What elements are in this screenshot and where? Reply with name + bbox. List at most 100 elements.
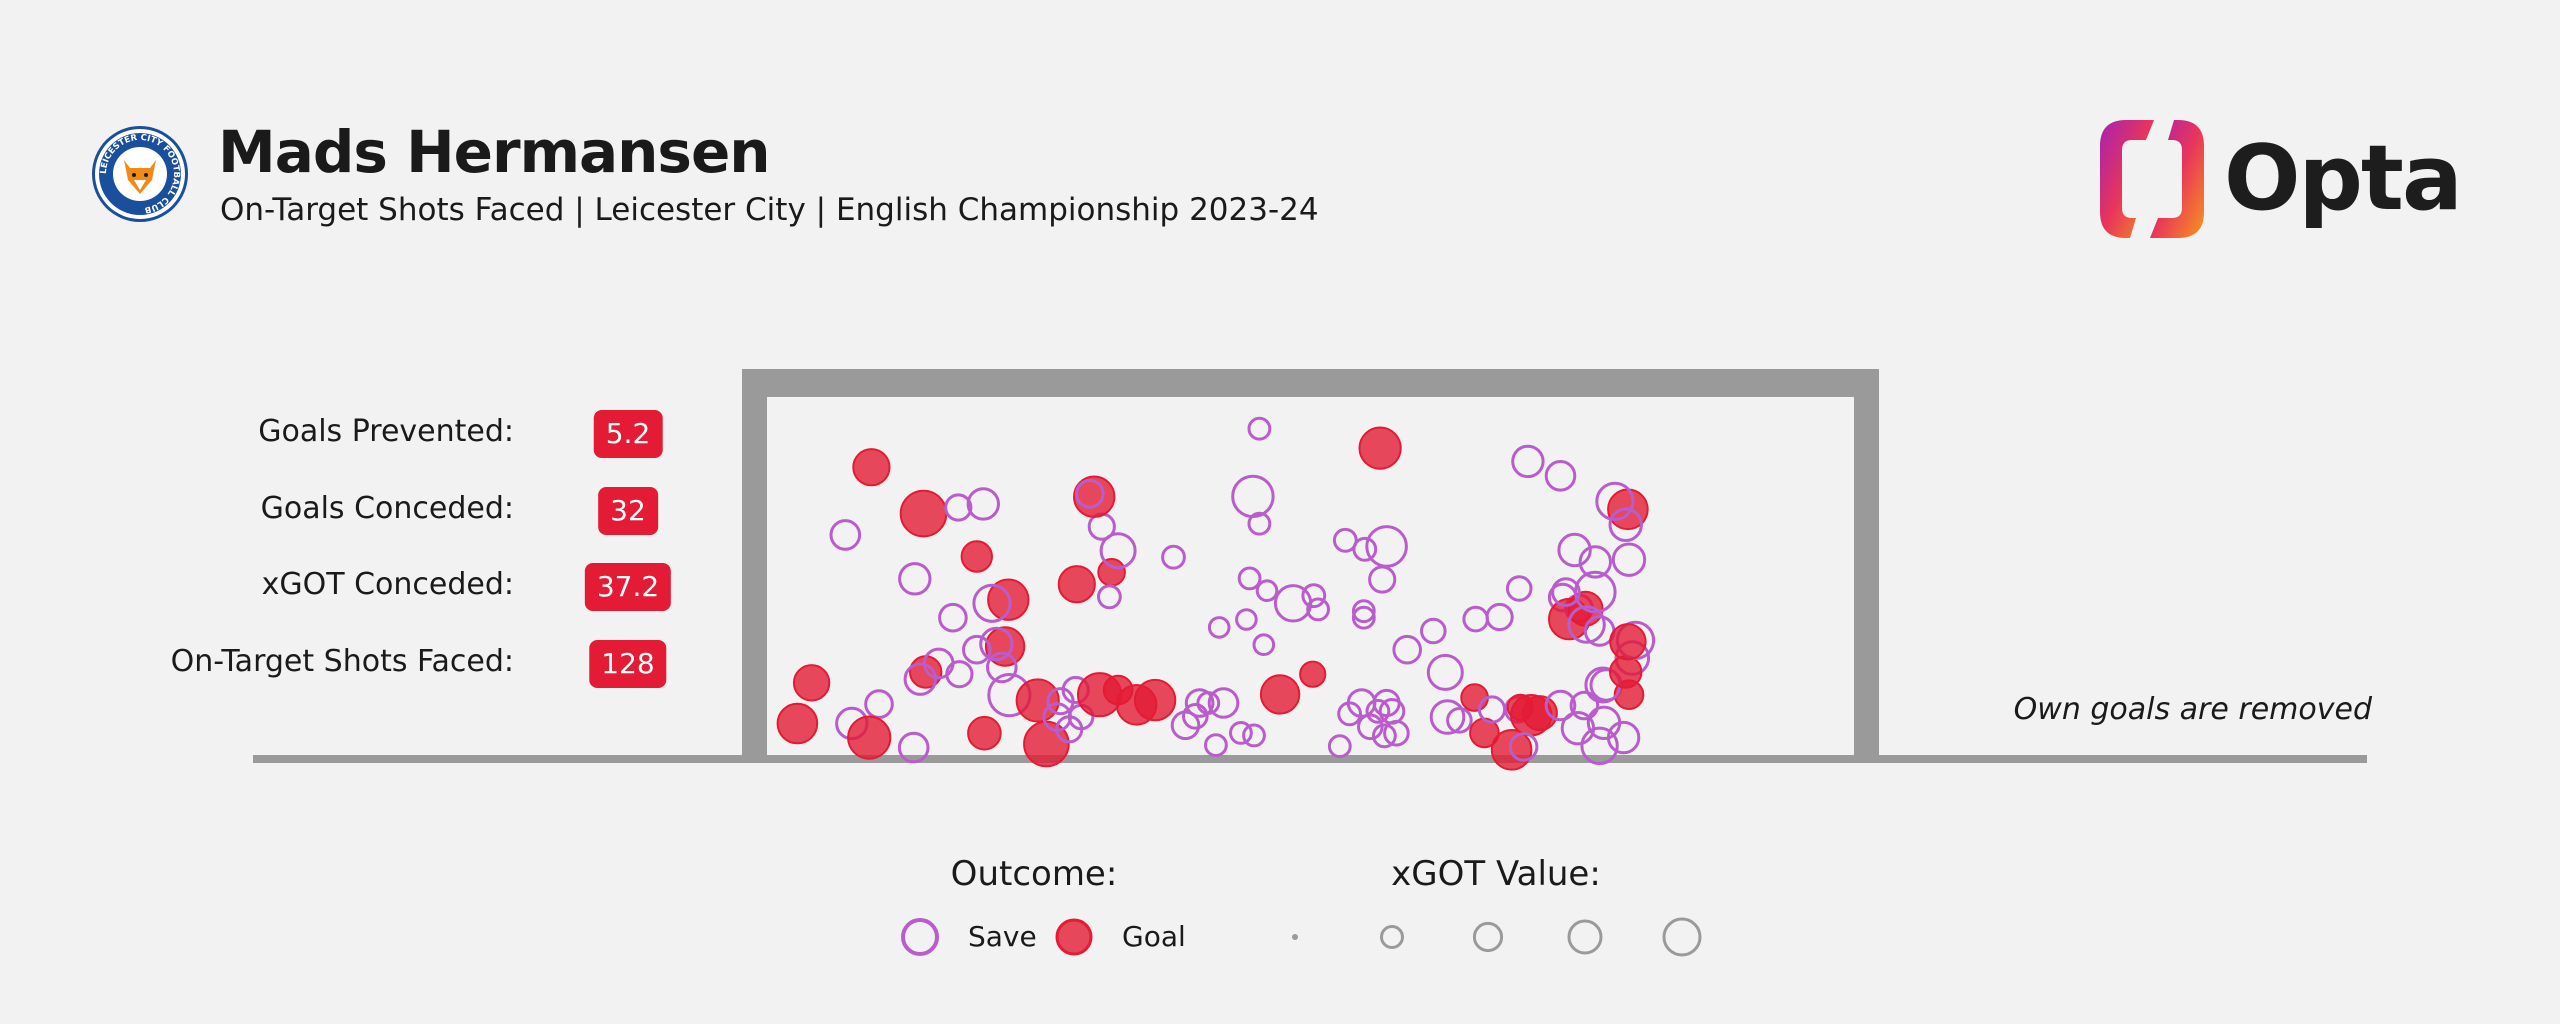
shot-save-marker [1252, 633, 1276, 657]
shot-goal-marker [852, 448, 891, 487]
shot-save-marker [1182, 703, 1209, 730]
shot-goal-marker [847, 715, 892, 760]
shot-save-marker [1580, 726, 1619, 765]
legend-goal-label: Goal [1122, 920, 1186, 953]
shot-save-marker [1508, 732, 1539, 762]
stat-label-shots-faced: On-Target Shots Faced: [170, 644, 514, 679]
legend-save-label: Save [968, 920, 1037, 953]
shot-save-marker [1229, 721, 1253, 745]
leicester-city-crest-icon: LEICESTER CITY FOOTBALL CLUB [92, 126, 188, 222]
shot-save-marker [944, 493, 973, 522]
legend-xgot-sizes [1292, 917, 1702, 957]
shot-goal-marker [960, 540, 993, 573]
shot-goal-marker [1133, 678, 1177, 722]
stat-label-xgot-conceded: xGOT Conceded: [261, 567, 514, 602]
shot-goal-marker [1299, 660, 1327, 688]
legend-xgot-size-marker [1662, 917, 1702, 957]
page-subtitle: On-Target Shots Faced | Leicester City |… [220, 192, 1319, 228]
shot-save-marker [1606, 720, 1641, 755]
shots-layer [776, 416, 1656, 771]
shot-save-marker [1235, 608, 1258, 631]
shot-goal-marker [1609, 623, 1647, 661]
shot-save-marker [966, 487, 1000, 521]
own-goals-note: Own goals are removed [2013, 692, 2372, 727]
legend-xgot-size-marker [1380, 925, 1404, 949]
shot-save-marker [897, 731, 930, 764]
shot-goal-marker [1057, 565, 1096, 604]
shot-goal-marker [1259, 674, 1301, 715]
shot-save-marker [1578, 545, 1613, 579]
stat-badge-shots-faced: 128 [589, 640, 667, 688]
stat-badge-goals-prevented: 5.2 [593, 410, 663, 458]
stat-label-goals-prevented: Goals Prevented: [258, 414, 514, 449]
shot-save-marker [1204, 733, 1228, 757]
shot-save-marker [1352, 536, 1378, 562]
shot-save-marker [864, 689, 894, 719]
shot-save-marker [1237, 566, 1262, 591]
shot-goal-marker [1358, 426, 1402, 470]
shot-save-marker [986, 651, 1018, 684]
shot-save-marker [1551, 577, 1581, 607]
shot-save-marker [1485, 602, 1514, 632]
shot-save-marker [1332, 527, 1358, 553]
shot-save-marker [829, 519, 862, 551]
shot-save-marker [1099, 532, 1137, 570]
shot-save-marker [972, 583, 1012, 623]
shot-save-marker [1170, 710, 1201, 741]
shot-save-marker [1327, 734, 1352, 759]
shot-save-marker [1075, 479, 1105, 509]
shot-save-marker [1242, 723, 1266, 748]
shot-save-marker [938, 602, 968, 633]
legend-xgot-size-marker [1567, 919, 1603, 955]
goal-mouth [767, 397, 1854, 759]
shot-save-marker [1392, 634, 1422, 665]
shot-save-marker [1207, 687, 1240, 719]
shot-save-marker [1247, 511, 1272, 536]
shot-save-marker [1567, 605, 1606, 644]
shot-save-marker [1505, 575, 1533, 602]
legend-save-marker [901, 918, 939, 956]
shot-save-marker [1378, 698, 1406, 725]
shot-save-marker [1574, 570, 1617, 614]
legend-outcome-title: Outcome: [950, 854, 1118, 894]
shot-save-marker [1420, 617, 1447, 645]
shot-save-marker [1351, 599, 1376, 624]
shot-save-marker [1372, 688, 1401, 718]
shot-save-marker [1184, 688, 1215, 718]
shot-save-marker [1161, 544, 1186, 570]
shot-goal-marker [967, 715, 1002, 751]
shot-save-marker [945, 660, 974, 689]
legend-xgot-size-marker [1292, 934, 1298, 940]
opta-wordmark: Opta [2224, 126, 2463, 231]
shot-save-marker [979, 626, 1014, 662]
legend-xgot-title: xGOT Value: [1391, 854, 1601, 894]
shot-save-marker [1595, 481, 1635, 521]
shot-save-marker [1368, 565, 1397, 594]
shot-goal-marker [1015, 678, 1060, 723]
shot-save-marker [1196, 691, 1221, 715]
legend-goal-marker [1055, 918, 1093, 956]
shot-save-marker [1569, 690, 1600, 721]
shot-save-marker [1357, 713, 1384, 741]
page-title: Mads Hermansen [218, 118, 771, 186]
shot-save-marker [1055, 715, 1084, 744]
shot-save-marker [1557, 532, 1592, 568]
shot-save-marker [1429, 699, 1466, 735]
stat-badge-xgot-conceded: 37.2 [584, 563, 672, 611]
shot-save-marker [1544, 689, 1577, 722]
shot-save-marker [1511, 444, 1545, 479]
shot-save-marker [1446, 707, 1473, 734]
stat-badge-goals-conceded: 32 [598, 487, 658, 535]
shot-goal-marker [1521, 695, 1558, 732]
stat-label-goals-conceded: Goals Conceded: [260, 491, 514, 526]
shot-save-marker [898, 562, 932, 596]
shot-save-marker [1097, 584, 1122, 610]
shot-save-marker [1372, 723, 1397, 749]
shot-save-marker [1544, 460, 1577, 492]
shot-save-marker [1608, 507, 1643, 542]
shot-save-marker [1426, 653, 1464, 691]
opta-logo-icon [2100, 120, 2204, 238]
shot-goal-marker [792, 664, 831, 702]
